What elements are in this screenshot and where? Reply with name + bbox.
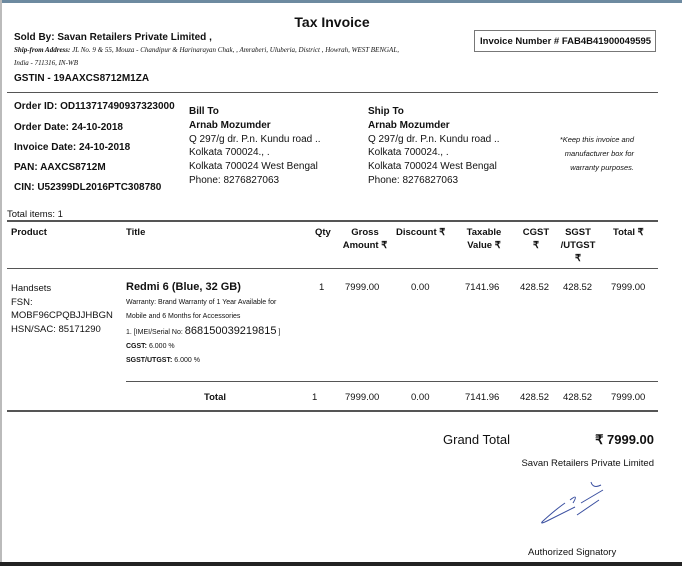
ship-to-name: Arnab Mozumder <box>368 119 450 131</box>
col-gross: Gross Amount ₹ <box>342 226 388 252</box>
divider <box>7 410 658 412</box>
imei-line: 1. [IMEI/Serial No: 868150039219815 ] <box>126 324 280 340</box>
cgst-rate: 6.000 % <box>148 343 175 350</box>
col-qty: Qty <box>315 227 331 238</box>
col-sgst-2: /UTGST <box>560 240 596 251</box>
col-taxable-2: Value ₹ <box>467 240 501 251</box>
imei-label: 1. [IMEI/Serial No: <box>126 329 183 336</box>
signature-image <box>541 481 604 524</box>
bill-to-name: Arnab Mozumder <box>189 119 271 131</box>
divider <box>7 220 658 222</box>
divider <box>7 92 658 93</box>
sgst-rate-line: SGST/UTGST: 6.000 % <box>126 354 280 368</box>
grand-total-label: Grand Total <box>443 432 510 447</box>
note-line: *Keep this invoice and <box>559 135 634 144</box>
item-cgst: 428.52 <box>520 282 550 293</box>
top-border <box>0 0 682 3</box>
bill-to-line1: Q 297/g dr. P.n. Kundu road .. <box>189 133 321 145</box>
order-date: Order Date: 24-10-2018 <box>14 122 123 133</box>
product-cell: Handsets FSN: MOBF96CPQBJJHBGN HSN/SAC: … <box>11 282 113 336</box>
item-taxable: 7141.96 <box>465 282 500 293</box>
col-gross-2: Amount ₹ <box>342 240 388 251</box>
total-total: 7999.00 <box>611 392 646 403</box>
total-cgst: 428.52 <box>520 392 550 403</box>
col-cgst-2: ₹ <box>532 240 540 251</box>
col-taxable: Taxable Value ₹ <box>462 226 506 252</box>
product-fsn: MOBF96CPQBJJHBGN <box>11 310 113 321</box>
sold-by: Sold By: Savan Retailers Private Limited… <box>14 32 212 43</box>
note-line: warranty purposes. <box>570 163 634 172</box>
grand-total-value: ₹ 7999.00 <box>595 432 654 447</box>
sgst-rate: 6.000 % <box>174 357 200 364</box>
ship-to-line1: Q 297/g dr. P.n. Kundu road .. <box>368 133 500 145</box>
gstin: GSTIN - 19AAXCS8712M1ZA <box>14 73 150 84</box>
ship-from-address-2: India - 711316, IN-WB <box>14 59 79 67</box>
cin: CIN: U52399DL2016PTC308780 <box>14 182 162 193</box>
total-discount: 0.00 <box>411 392 430 403</box>
col-gross-1: Gross <box>351 227 379 238</box>
warranty-line: Mobile and 6 Months for Accessories <box>126 313 241 320</box>
ship-from-address: JL No. 9 & 55, Mouza - Chandipur & Harin… <box>72 46 399 54</box>
cgst-rate-label: CGST: <box>126 343 147 350</box>
col-sgst-1: SGST <box>565 227 591 238</box>
bottom-bar <box>0 562 682 566</box>
bill-to-line2: Kolkata 700024., . <box>189 147 270 159</box>
ship-to-heading: Ship To <box>368 106 404 117</box>
signatory-company: Savan Retailers Private Limited <box>521 458 654 469</box>
col-sgst-3: ₹ <box>574 253 582 264</box>
divider <box>7 268 658 269</box>
bill-to-heading: Bill To <box>189 106 219 117</box>
cgst-rate-line: CGST: 6.000 % <box>126 340 280 354</box>
product-hsn: HSN/SAC: 85171290 <box>11 323 101 335</box>
order-id: Order ID: OD113717490937323000 <box>14 101 175 112</box>
signature-stroke <box>541 481 604 524</box>
item-total: 7999.00 <box>611 282 646 293</box>
product-fsn-label: FSN: <box>11 296 33 308</box>
col-cgst: CGST ₹ <box>520 226 552 252</box>
invoice-date: Invoice Date: 24-10-2018 <box>14 142 131 153</box>
item-discount: 0.00 <box>411 282 430 293</box>
imei-number: 868150039219815 <box>184 325 277 337</box>
bill-to-line3: Kolkata 700024 West Bengal <box>189 161 318 173</box>
sgst-rate-label: SGST/UTGST: <box>126 357 173 364</box>
pan: PAN: AAXCS8712M <box>14 162 106 173</box>
bill-to-phone: Phone: 8276827063 <box>189 174 280 186</box>
item-details: Warranty: Brand Warranty of 1 Year Avail… <box>126 296 280 368</box>
col-product: Product <box>11 227 47 238</box>
page-title: Tax Invoice <box>294 14 370 30</box>
warranty-line: Warranty: Brand Warranty of 1 Year Avail… <box>126 299 277 306</box>
total-taxable: 7141.96 <box>465 392 500 403</box>
warranty-note: *Keep this invoice and manufacturer box … <box>560 133 634 175</box>
ship-from-line: Ship-from Address: JL No. 9 & 55, Mouza … <box>14 46 399 54</box>
ship-to-phone: Phone: 8276827063 <box>368 174 459 186</box>
divider <box>126 381 658 382</box>
bill-to: Bill To Arnab Mozumder Q 297/g dr. P.n. … <box>189 105 321 188</box>
item-sgst: 428.52 <box>563 282 593 293</box>
col-total: Total ₹ <box>613 227 644 238</box>
ship-to-line3: Kolkata 700024 West Bengal <box>368 161 497 173</box>
product-category: Handsets <box>11 283 52 294</box>
total-qty: 1 <box>312 392 318 403</box>
item-title: Redmi 6 (Blue, 32 GB) <box>126 281 241 293</box>
imei-bracket: ] <box>278 329 281 336</box>
col-cgst-1: CGST <box>522 227 550 238</box>
col-discount: Discount ₹ <box>396 227 446 238</box>
invoice-number-box: Invoice Number # FAB4B41900049595 <box>474 30 656 52</box>
ship-from-label: Ship-from Address: <box>14 46 71 54</box>
total-sgst: 428.52 <box>563 392 593 403</box>
col-sgst: SGST/UTGST ₹ <box>558 226 598 265</box>
total-label: Total <box>204 392 226 403</box>
total-gross: 7999.00 <box>345 392 380 403</box>
item-qty: 1 <box>319 282 325 293</box>
item-gross: 7999.00 <box>345 282 380 293</box>
col-title: Title <box>126 227 146 238</box>
col-taxable-1: Taxable <box>466 227 502 238</box>
left-border <box>0 0 2 566</box>
authorized-signatory: Authorized Signatory <box>528 547 617 558</box>
ship-to: Ship To Arnab Mozumder Q 297/g dr. P.n. … <box>368 105 500 188</box>
total-items: Total items: 1 <box>7 209 63 220</box>
ship-to-line2: Kolkata 700024., . <box>368 147 449 159</box>
note-line: manufacturer box for <box>564 149 634 158</box>
